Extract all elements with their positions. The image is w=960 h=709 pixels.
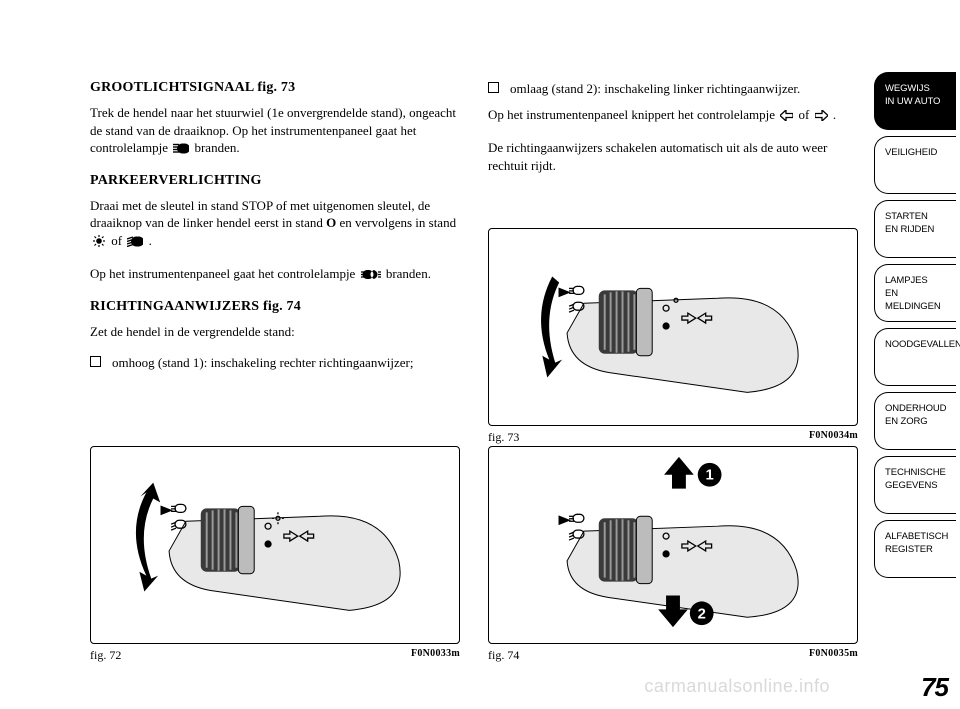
figure-caption: fig. 72 F0N0033m: [90, 648, 460, 663]
tab-label: IN UW AUTO: [885, 96, 950, 109]
manual-page: GROOTLICHTSIGNAAL fig. 73 Trek de hendel…: [0, 0, 960, 709]
caption-code: F0N0033m: [411, 648, 460, 663]
figure-74: 1 2 fig. 74 F0N0035m: [488, 446, 858, 663]
tab-label: EN MELDINGEN: [885, 288, 950, 314]
paragraph: Draai met de sleutel in stand STOP of me…: [90, 197, 460, 252]
figure-caption: fig. 74 F0N0035m: [488, 648, 858, 663]
text: .: [149, 233, 152, 248]
caption-code: F0N0034m: [809, 430, 858, 445]
tab-label: TECHNISCHE: [885, 467, 950, 480]
tab-label: VEILIGHEID: [885, 147, 950, 160]
paragraph: Op het instrumentenpaneel gaat het contr…: [90, 265, 460, 285]
caption-code: F0N0035m: [809, 648, 858, 663]
tab-noodgevallen[interactable]: NOODGEVALLEN: [874, 328, 956, 386]
tab-label: ALFABETISCH: [885, 531, 950, 544]
svg-text:2: 2: [698, 606, 706, 622]
list-text: omlaag (stand 2): inschakeling linker ri…: [510, 81, 800, 96]
text-bold: O: [326, 215, 336, 230]
list-text: omhoog (stand 1): inschakeling rechter r…: [112, 355, 413, 370]
heading-grootlicht: GROOTLICHTSIGNAAL fig. 73: [90, 80, 460, 96]
tab-wegwijs[interactable]: WEGWIJS IN UW AUTO: [874, 72, 956, 130]
tab-label: NOODGEVALLEN: [885, 339, 950, 352]
caption-text: fig. 74: [488, 648, 519, 663]
tab-label: WEGWIJS: [885, 83, 950, 96]
tab-technische[interactable]: TECHNISCHE GEGEVENS: [874, 456, 956, 514]
section-tabs: WEGWIJS IN UW AUTO VEILIGHEID STARTEN EN…: [874, 72, 960, 584]
caption-text: fig. 72: [90, 648, 121, 663]
text: branden.: [386, 266, 431, 281]
tab-register[interactable]: ALFABETISCH REGISTER: [874, 520, 956, 578]
watermark: carmanualsonline.info: [644, 676, 830, 697]
paragraph: De richtingaanwijzers schakelen automati…: [488, 139, 858, 174]
paragraph: Trek de hendel naar het stuurwiel (1e on…: [90, 104, 460, 159]
heading-richting: RICHTINGAANWIJZERS fig. 74: [90, 299, 460, 315]
parking-light-icon: [361, 267, 381, 285]
tab-lampjes[interactable]: LAMPJES EN MELDINGEN: [874, 264, 956, 322]
square-bullet-icon: [488, 82, 499, 93]
stalk-illustration-73: [488, 228, 858, 426]
svg-text:1: 1: [706, 468, 714, 484]
sidelight-icon: [92, 234, 106, 252]
high-beam-icon: [173, 141, 189, 159]
list-item: omhoog (stand 1): inschakeling rechter r…: [90, 354, 460, 372]
tab-label: EN RIJDEN: [885, 224, 950, 237]
tab-label: REGISTER: [885, 544, 950, 557]
right-column: omlaag (stand 2): inschakeling linker ri…: [488, 80, 858, 188]
stalk-illustration-74: 1 2: [488, 446, 858, 644]
tab-label: STARTEN: [885, 211, 950, 224]
text: Trek de hendel naar het stuurwiel (1e on…: [90, 105, 456, 155]
tab-label: ONDERHOUD: [885, 403, 950, 416]
tab-label: LAMPJES: [885, 275, 950, 288]
list-item: omlaag (stand 2): inschakeling linker ri…: [488, 80, 858, 98]
low-beam-icon: [127, 234, 143, 252]
page-number: 75: [921, 672, 948, 703]
text: Op het instrumentenpaneel knippert het c…: [488, 107, 778, 122]
left-column: GROOTLICHTSIGNAAL fig. 73 Trek de hendel…: [90, 80, 460, 380]
tab-label: GEGEVENS: [885, 480, 950, 493]
text: of: [111, 233, 125, 248]
text: Op het instrumentenpaneel gaat het contr…: [90, 266, 359, 281]
text: of: [799, 107, 813, 122]
text: en vervolgens in stand: [339, 215, 456, 230]
caption-text: fig. 73: [488, 430, 519, 445]
tab-veiligheid[interactable]: VEILIGHEID: [874, 136, 956, 194]
square-bullet-icon: [90, 356, 101, 367]
tab-onderhoud[interactable]: ONDERHOUD EN ZORG: [874, 392, 956, 450]
heading-parkeer: PARKEERVERLICHTING: [90, 173, 460, 189]
tab-label: EN ZORG: [885, 416, 950, 429]
paragraph: Zet de hendel in de vergrendelde stand:: [90, 323, 460, 341]
figure-caption: fig. 73 F0N0034m: [488, 430, 858, 445]
text: branden.: [194, 140, 239, 155]
turn-left-icon: [780, 108, 793, 126]
tab-starten[interactable]: STARTEN EN RIJDEN: [874, 200, 956, 258]
figure-72: fig. 72 F0N0033m: [90, 446, 460, 663]
text: .: [833, 107, 836, 122]
stalk-illustration-72: [90, 446, 460, 644]
figure-73: fig. 73 F0N0034m: [488, 228, 858, 445]
turn-right-icon: [815, 108, 828, 126]
paragraph: Op het instrumentenpaneel knippert het c…: [488, 106, 858, 126]
